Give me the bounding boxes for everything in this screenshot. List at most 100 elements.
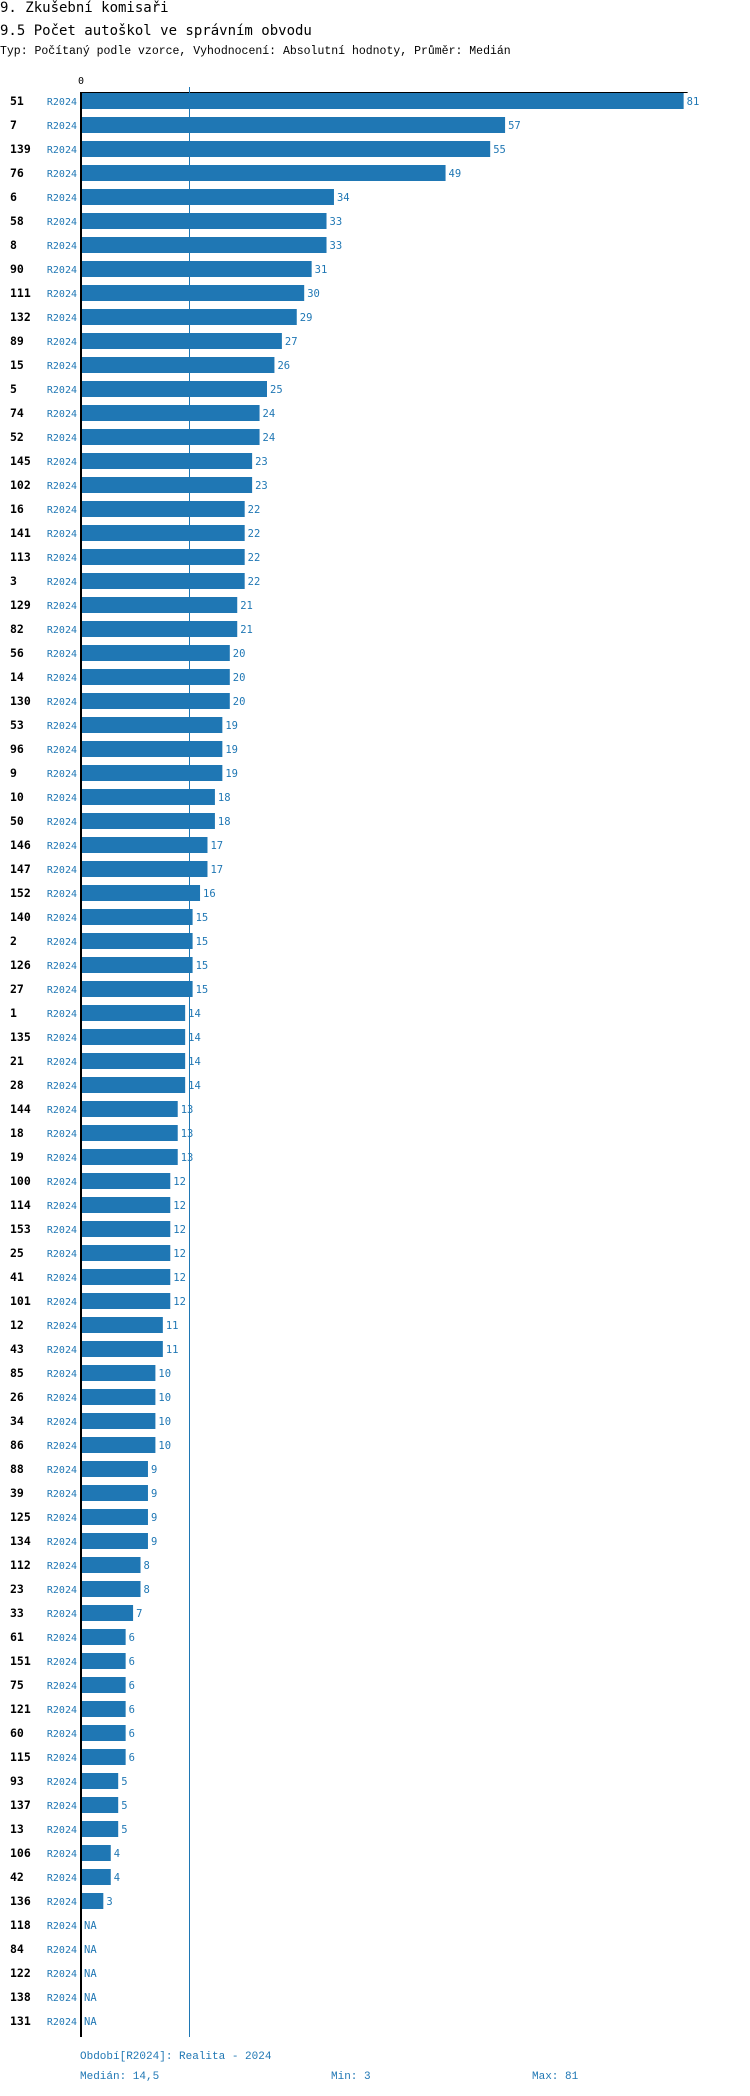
category-label: 125 [10, 1510, 31, 1524]
series-label: R2024 [47, 769, 77, 780]
series-label: R2024 [47, 1969, 77, 1980]
series-label: R2024 [47, 1993, 77, 2004]
category-label: 34 [10, 1414, 24, 1428]
footer-period: Období[R2024]: Realita - 2024 [80, 2051, 272, 2063]
value-label: 49 [449, 168, 462, 180]
series-label: R2024 [47, 1849, 77, 1860]
category-label: 13 [10, 1822, 24, 1836]
bar [81, 933, 193, 949]
series-label: R2024 [47, 1609, 77, 1620]
series-label: R2024 [47, 409, 77, 420]
category-label: 118 [10, 1918, 31, 1932]
value-label: 16 [203, 888, 216, 900]
value-label: 9 [151, 1488, 157, 1500]
series-label: R2024 [47, 1081, 77, 1092]
category-label: 1 [10, 1006, 17, 1020]
series-label: R2024 [47, 1369, 77, 1380]
bar [81, 1197, 171, 1213]
value-label: 21 [240, 600, 253, 612]
category-label: 86 [10, 1438, 24, 1452]
bar [81, 1677, 126, 1693]
series-label: R2024 [47, 1897, 77, 1908]
series-label: R2024 [47, 1585, 77, 1596]
series-label: R2024 [47, 673, 77, 684]
category-label: 27 [10, 982, 24, 996]
bar [81, 381, 267, 397]
value-label: 6 [129, 1728, 135, 1740]
bar [81, 981, 193, 997]
category-label: 26 [10, 1390, 24, 1404]
bar [81, 1101, 178, 1117]
category-label: 140 [10, 910, 31, 924]
category-label: 23 [10, 1582, 24, 1596]
value-label: 21 [240, 624, 253, 636]
series-label: R2024 [47, 1489, 77, 1500]
series-label: R2024 [47, 841, 77, 852]
category-label: 93 [10, 1774, 24, 1788]
bar [81, 1269, 171, 1285]
category-label: 8 [10, 238, 17, 252]
footer-min: Min: 3 [331, 2071, 371, 2083]
bar [81, 1581, 141, 1597]
category-label: 96 [10, 742, 24, 756]
value-label: 12 [173, 1200, 186, 1212]
bar [81, 1725, 126, 1741]
value-label: NA [84, 1920, 97, 1932]
bar [81, 1389, 156, 1405]
category-label: 3 [10, 574, 17, 588]
category-label: 100 [10, 1174, 31, 1188]
value-label: 10 [158, 1440, 171, 1452]
bar [81, 597, 238, 613]
series-label: R2024 [47, 1921, 77, 1932]
bar [81, 1773, 119, 1789]
category-label: 129 [10, 598, 31, 612]
category-label: 53 [10, 718, 24, 732]
bar [81, 693, 230, 709]
category-label: 19 [10, 1150, 24, 1164]
category-label: 146 [10, 838, 31, 852]
series-label: R2024 [47, 1681, 77, 1692]
bar [81, 1821, 119, 1837]
bar [81, 909, 193, 925]
value-label: 13 [181, 1104, 194, 1116]
x-tick-label: 0 [78, 76, 84, 87]
value-label: 5 [121, 1824, 127, 1836]
value-label: 4 [114, 1848, 120, 1860]
series-label: R2024 [47, 577, 77, 588]
category-label: 56 [10, 646, 24, 660]
value-label: 18 [218, 792, 231, 804]
value-label: 3 [106, 1896, 112, 1908]
value-label: 15 [196, 936, 209, 948]
category-label: 6 [10, 190, 17, 204]
category-label: 60 [10, 1726, 24, 1740]
chart-meta: Typ: Počítaný podle vzorce, Vyhodnocení:… [0, 45, 511, 58]
bar [81, 717, 223, 733]
category-label: 101 [10, 1294, 31, 1308]
series-label: R2024 [47, 601, 77, 612]
category-label: 137 [10, 1798, 31, 1812]
series-label: R2024 [47, 721, 77, 732]
value-label: NA [84, 1968, 97, 1980]
bar [81, 405, 260, 421]
value-label: 55 [493, 144, 506, 156]
bar [81, 1893, 104, 1909]
value-label: 22 [248, 552, 261, 564]
bar [81, 1413, 156, 1429]
category-label: 139 [10, 142, 31, 156]
category-label: 16 [10, 502, 24, 516]
series-label: R2024 [47, 361, 77, 372]
category-label: 51 [10, 94, 24, 108]
value-label: 33 [330, 240, 343, 252]
category-label: 141 [10, 526, 31, 540]
bar [81, 261, 312, 277]
footer-max: Max: 81 [532, 2071, 579, 2083]
series-label: R2024 [47, 1729, 77, 1740]
series-label: R2024 [47, 1345, 77, 1356]
category-label: 151 [10, 1654, 31, 1668]
value-label: 6 [129, 1656, 135, 1668]
value-label: 81 [687, 96, 700, 108]
category-label: 112 [10, 1558, 31, 1572]
series-label: R2024 [47, 1321, 77, 1332]
series-label: R2024 [47, 1633, 77, 1644]
